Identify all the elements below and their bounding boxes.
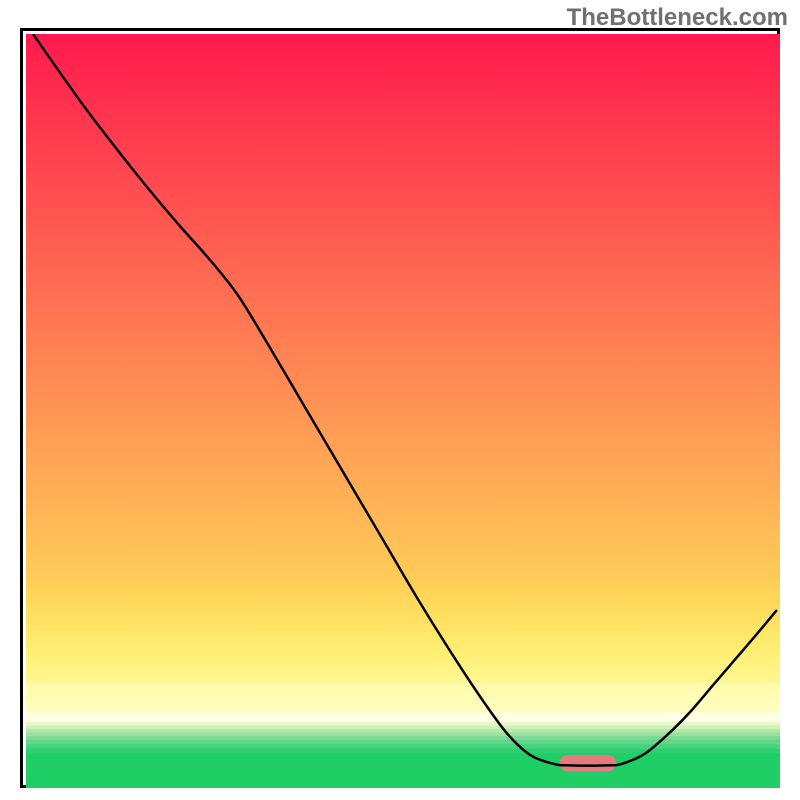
figure: TheBottleneck.com — [0, 0, 800, 800]
data-curve — [26, 34, 780, 788]
plot-area — [20, 28, 780, 788]
curve-line — [34, 35, 777, 766]
minimum-marker — [559, 755, 616, 772]
